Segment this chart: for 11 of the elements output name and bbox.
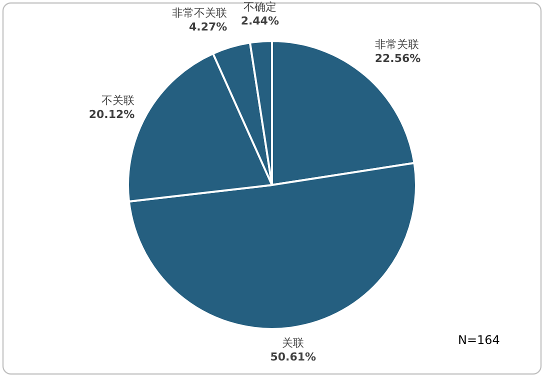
slice-label: 非常不关联 [172,6,228,20]
data-label: 20.12% [88,108,135,121]
data-label: 2.44% [240,14,279,28]
data-label: 22.56% [374,52,421,66]
slice-label: 不关联 [102,94,135,107]
slice-label: 非常关联 [374,38,419,52]
slice-label: 不确定 [243,0,276,14]
slice-label: 关联 [282,336,304,350]
data-label: 4.27% [189,20,228,34]
text: N=164 [458,333,500,347]
data-label: 50.61% [270,350,316,364]
